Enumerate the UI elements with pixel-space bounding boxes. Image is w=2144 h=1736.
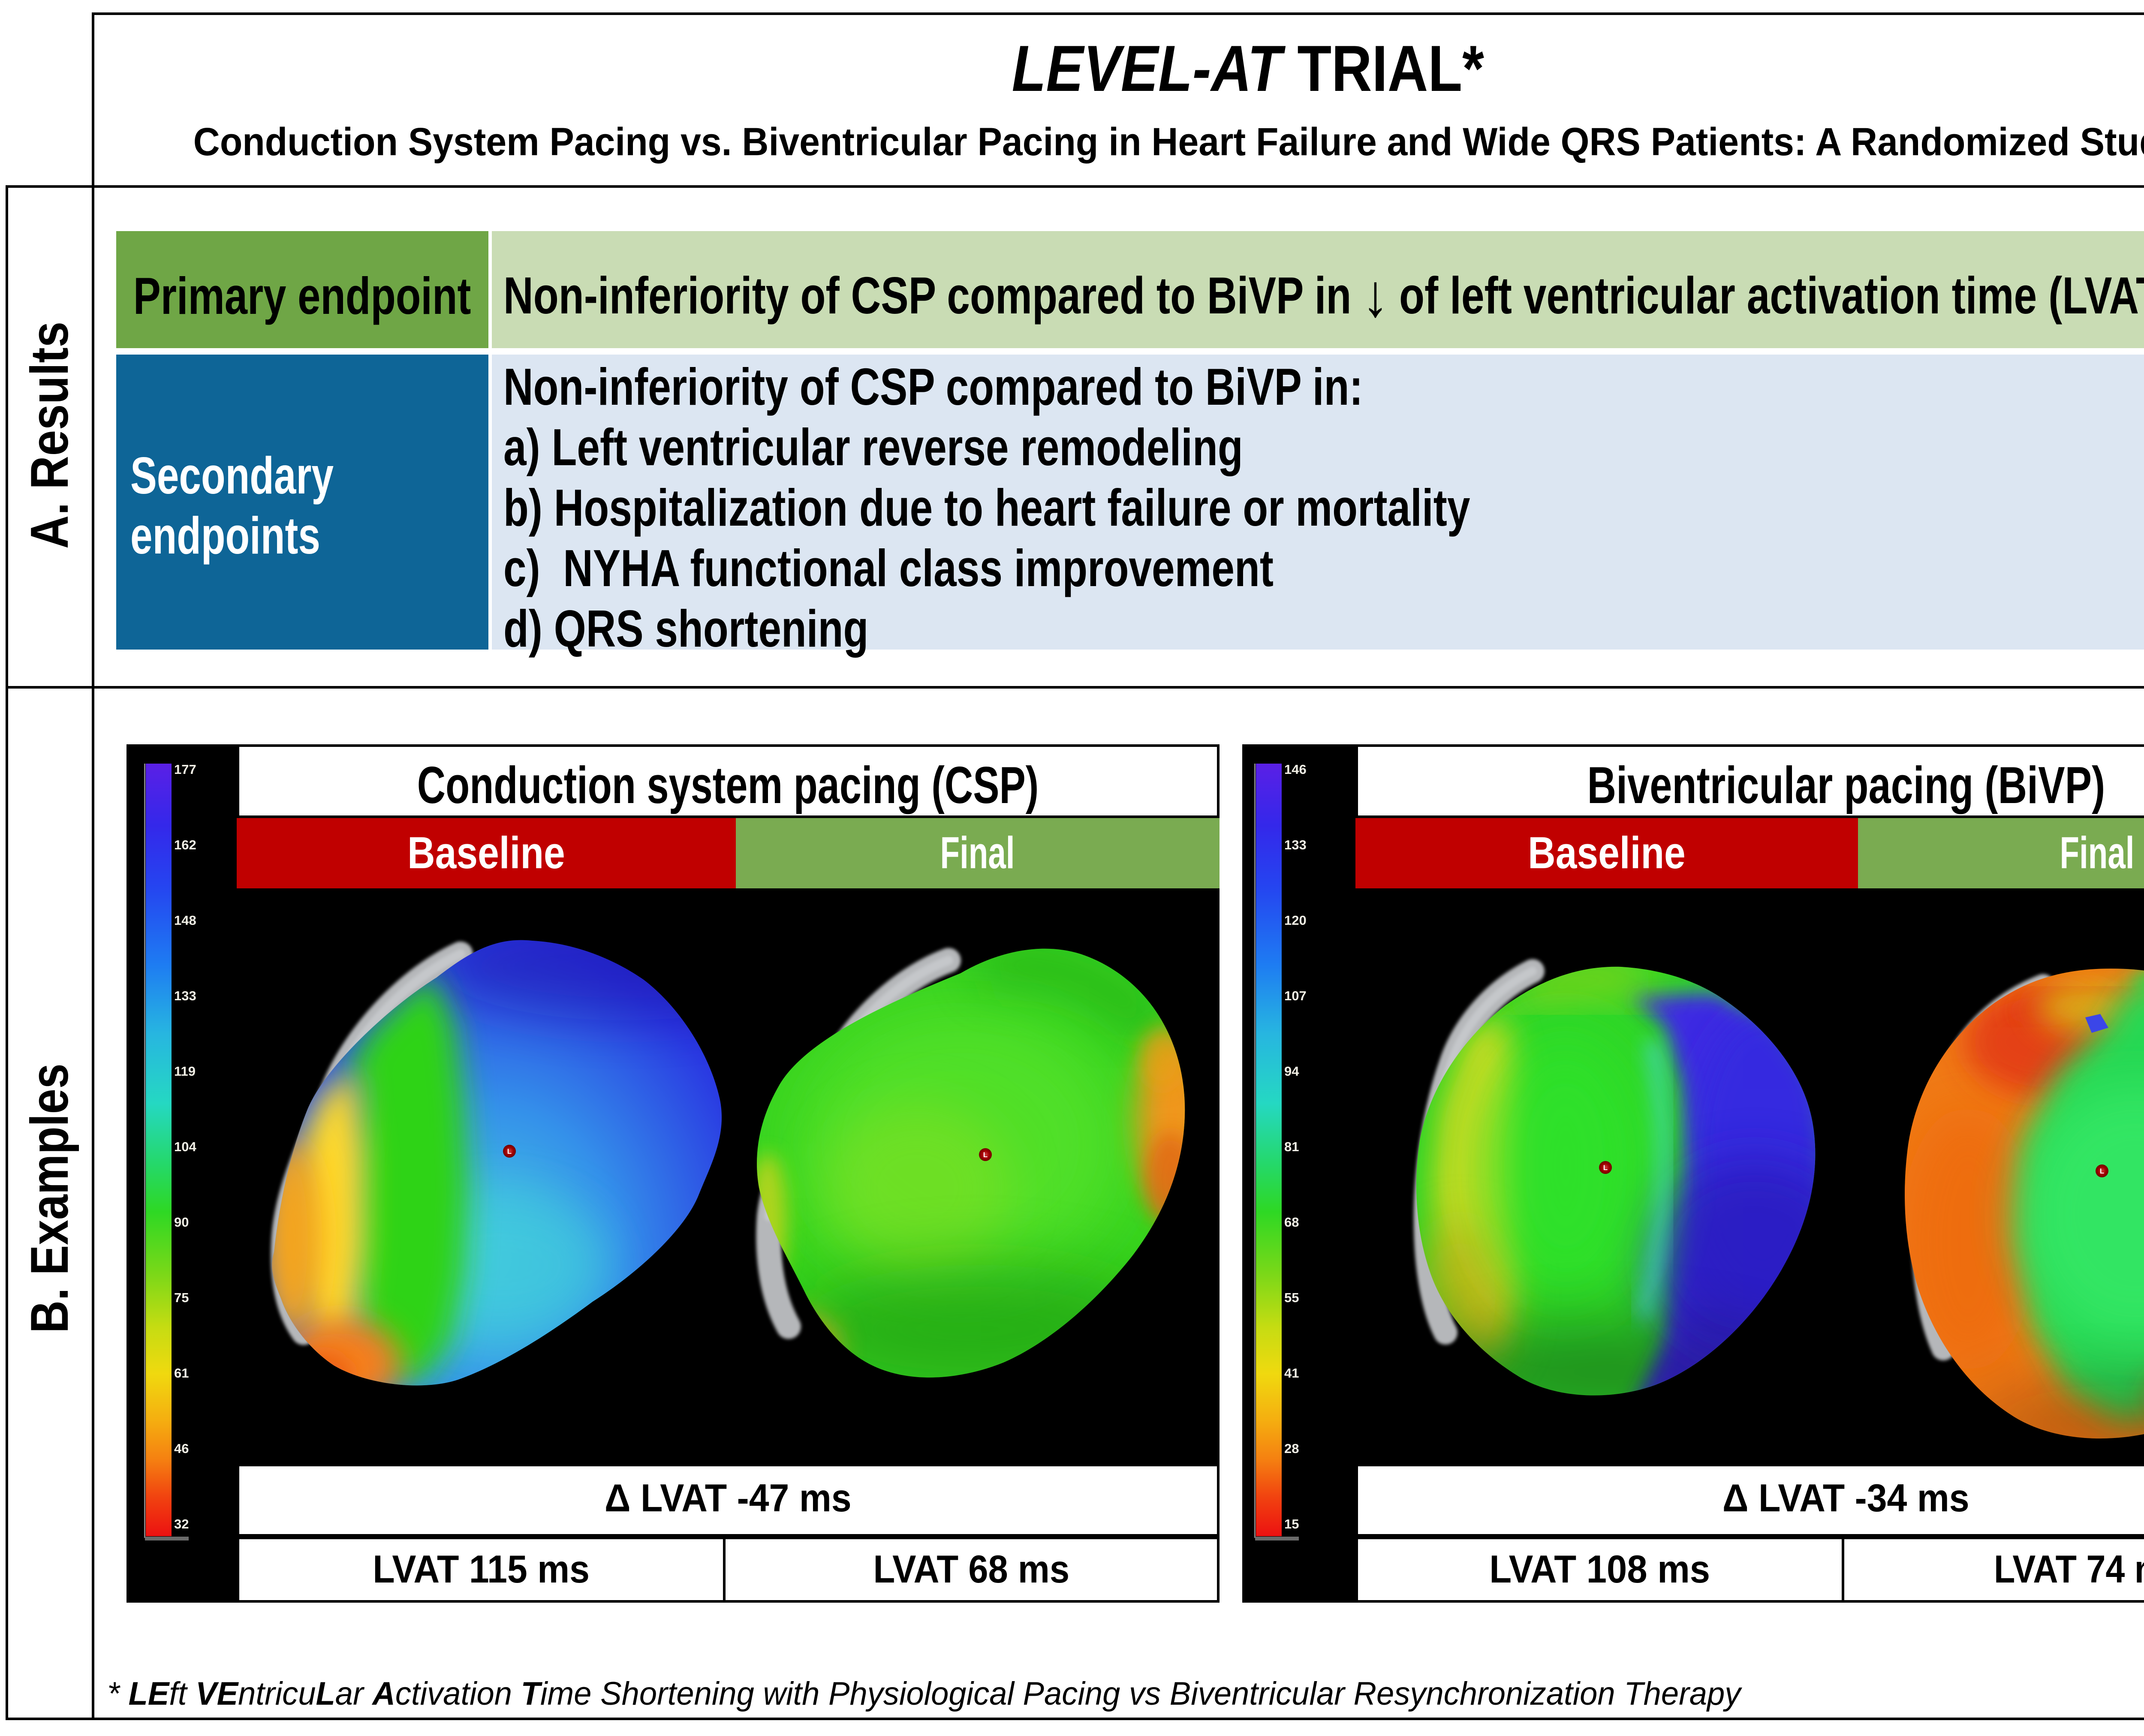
svg-text:L: L	[983, 1151, 988, 1159]
svg-text:L: L	[507, 1147, 512, 1155]
svg-text:L: L	[1603, 1164, 1608, 1172]
svg-text:L: L	[2100, 1167, 2104, 1175]
